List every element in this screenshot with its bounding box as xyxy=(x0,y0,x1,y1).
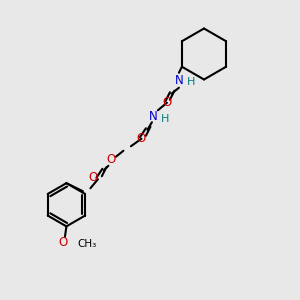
Text: N: N xyxy=(149,110,158,123)
Text: O: O xyxy=(59,236,68,249)
Text: O: O xyxy=(107,153,116,166)
Text: O: O xyxy=(137,132,146,145)
Text: N: N xyxy=(175,74,183,87)
Text: O: O xyxy=(162,96,172,109)
Text: CH₃: CH₃ xyxy=(77,239,96,249)
Text: H: H xyxy=(160,114,169,124)
Text: O: O xyxy=(88,171,97,184)
Text: H: H xyxy=(187,77,195,87)
